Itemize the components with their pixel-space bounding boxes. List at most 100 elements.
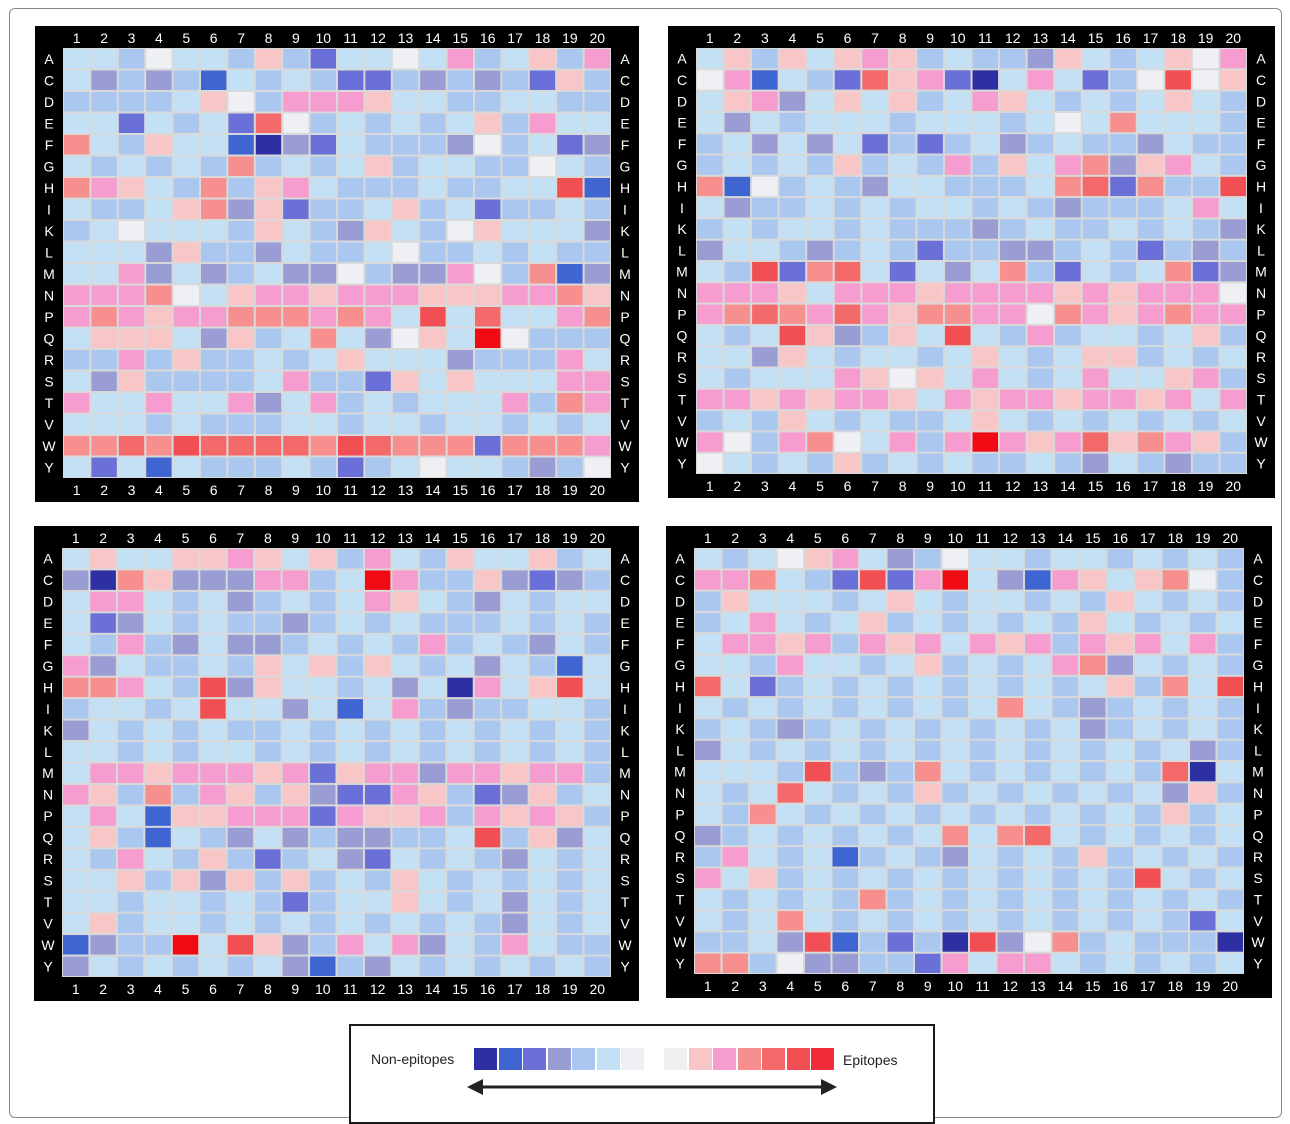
heatmap-cell [283, 199, 309, 219]
heatmap-cell [1137, 262, 1164, 282]
heatmap-cell [392, 677, 418, 698]
heatmap-cell [475, 242, 501, 262]
heatmap-cell [557, 371, 583, 391]
heatmap-cell [201, 70, 227, 90]
heatmap-cell [917, 155, 943, 175]
heatmap-cell [584, 913, 610, 934]
heatmap-cell [91, 199, 117, 219]
heatmap-cell [118, 49, 145, 69]
legend-blue-swatch [621, 1048, 644, 1070]
heatmap-cell [392, 371, 419, 391]
heatmap-cell [1055, 368, 1081, 388]
heatmap-cell [860, 570, 886, 590]
heatmap-cell [337, 784, 363, 805]
heatmap-cell [529, 113, 556, 133]
heatmap-cell [997, 889, 1023, 910]
heatmap-cell [832, 762, 858, 782]
legend-red-swatch [664, 1048, 687, 1070]
heatmap-cell [118, 350, 145, 370]
heatmap-cell [63, 742, 89, 762]
heatmap-svg: 1122334455667788991010111112121313141415… [41, 530, 632, 997]
heatmap-cell [834, 368, 861, 388]
heatmap-cell [1137, 155, 1164, 175]
row-tick-label-right: G [1253, 657, 1264, 673]
heatmap-cell [1027, 198, 1054, 218]
heatmap-cell [392, 870, 418, 891]
heatmap-cell [1192, 411, 1219, 431]
heatmap-cell [475, 135, 501, 155]
heatmap-cell [1080, 655, 1106, 675]
heatmap-cell [889, 411, 916, 431]
heatmap-cell [862, 70, 888, 90]
heatmap-cell [90, 742, 116, 762]
heatmap-cell [1000, 453, 1026, 473]
heatmap-cell [475, 393, 501, 413]
column-tick-label-bottom: 6 [209, 981, 217, 997]
column-tick-label-bottom: 11 [978, 478, 993, 494]
row-tick-label-right: P [620, 808, 629, 824]
heatmap-cell [364, 827, 391, 848]
heatmap-cell [502, 784, 528, 805]
legend-double-arrow [467, 1079, 837, 1095]
heatmap-cell [337, 935, 363, 955]
column-tick-label-top: 10 [950, 30, 966, 46]
row-tick-label-left: K [43, 722, 53, 738]
heatmap-cell [917, 91, 943, 111]
heatmap-cell [805, 612, 831, 633]
heatmap-cell [805, 911, 831, 931]
heatmap-cell [283, 264, 309, 284]
heatmap-cell [447, 49, 473, 69]
heatmap-cell [392, 613, 418, 633]
heatmap-cell [1190, 847, 1216, 867]
heatmap-cell [118, 436, 145, 456]
heatmap-cell [145, 570, 171, 590]
heatmap-cell [887, 570, 913, 590]
heatmap-cell [447, 935, 473, 955]
heatmap-cell [419, 935, 446, 955]
column-tick-label-top: 4 [789, 30, 797, 46]
heatmap-cell [420, 307, 446, 327]
heatmap-cell [310, 827, 336, 848]
heatmap-cell [1027, 262, 1054, 282]
heatmap-cell [474, 784, 501, 805]
heatmap-cell [697, 70, 723, 90]
heatmap-cell [1135, 889, 1161, 910]
heatmap-cell [997, 847, 1023, 867]
heatmap-cell [697, 325, 723, 346]
heatmap-cell [310, 870, 336, 891]
heatmap-cell [889, 325, 916, 346]
heatmap-cell [915, 804, 941, 824]
heatmap-cell [860, 698, 886, 718]
heatmap-cell [1162, 932, 1188, 952]
heatmap-cell [584, 350, 610, 370]
heatmap-cell [807, 134, 833, 154]
heatmap-cell [1190, 889, 1216, 910]
heatmap-cell [283, 414, 309, 434]
column-tick-label-top: 6 [209, 530, 217, 546]
row-tick-label-left: K [677, 221, 687, 237]
heatmap-cell [777, 847, 803, 867]
heatmap-cell [942, 953, 968, 973]
heatmap-cell [145, 935, 171, 955]
row-tick-label-right: D [620, 594, 630, 610]
heatmap-cell [338, 221, 364, 241]
heatmap-cell [502, 591, 528, 612]
heatmap-cell [862, 240, 888, 260]
row-tick-label-left: A [677, 51, 687, 67]
heatmap-cell [419, 870, 446, 891]
heatmap-cell [915, 825, 941, 846]
heatmap-cell [834, 70, 861, 90]
heatmap-cell [1027, 389, 1054, 410]
heatmap-cell [310, 350, 336, 370]
heatmap-cell [337, 699, 363, 719]
heatmap-cell [117, 849, 144, 869]
heatmap-cell [90, 591, 116, 612]
heatmap-cell [1165, 176, 1191, 197]
heatmap-cell [173, 457, 199, 477]
column-tick-label-bottom: 4 [786, 978, 794, 994]
heatmap-cell [255, 784, 281, 805]
heatmap-cell [1080, 804, 1106, 824]
row-tick-label-right: Q [1253, 828, 1264, 844]
heatmap-cell [118, 393, 145, 413]
heatmap-cell [255, 613, 281, 633]
